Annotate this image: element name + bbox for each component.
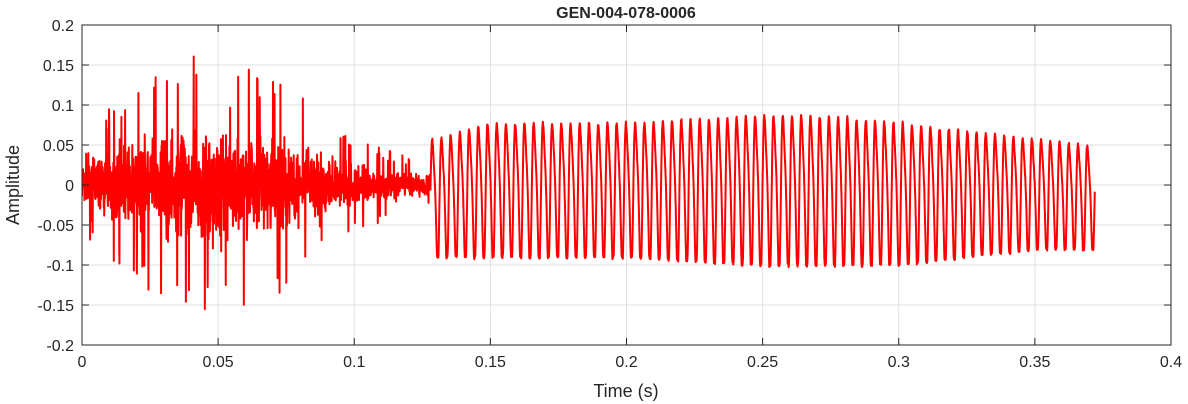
x-tick-label: 0.35 (1019, 354, 1050, 371)
x-axis-ticks: 0 0.05 0.1 0.15 0.2 0.25 0.3 0.35 0.4 (78, 25, 1182, 371)
y-tick-label: 0.1 (52, 98, 74, 115)
y-tick-label: -0.2 (46, 338, 74, 355)
y-axis-label: Amplitude (3, 145, 23, 225)
y-tick-label: 0.2 (52, 18, 74, 35)
y-tick-label: -0.15 (38, 298, 75, 315)
signal-line (82, 55, 1096, 311)
y-tick-label: -0.1 (46, 258, 74, 275)
chart-title: GEN-004-078-0006 (556, 5, 696, 22)
x-tick-label: 0.2 (615, 354, 637, 371)
x-tick-label: 0 (78, 354, 87, 371)
x-tick-label: 0.05 (203, 354, 234, 371)
x-axis-label: Time (s) (593, 381, 658, 401)
y-tick-label: -0.05 (38, 218, 75, 235)
x-tick-label: 0.25 (747, 354, 778, 371)
y-tick-label: 0.15 (43, 58, 74, 75)
x-tick-label: 0.3 (888, 354, 910, 371)
x-tick-label: 0.1 (343, 354, 365, 371)
y-axis-ticks: 0.2 0.15 0.1 0.05 0 -0.05 -0.1 -0.15 -0.2 (38, 18, 1171, 355)
x-tick-label: 0.15 (475, 354, 506, 371)
y-tick-label: 0 (65, 178, 74, 195)
plot-area (82, 55, 1096, 311)
y-tick-label: 0.05 (43, 138, 74, 155)
x-tick-label: 0.4 (1160, 354, 1182, 371)
